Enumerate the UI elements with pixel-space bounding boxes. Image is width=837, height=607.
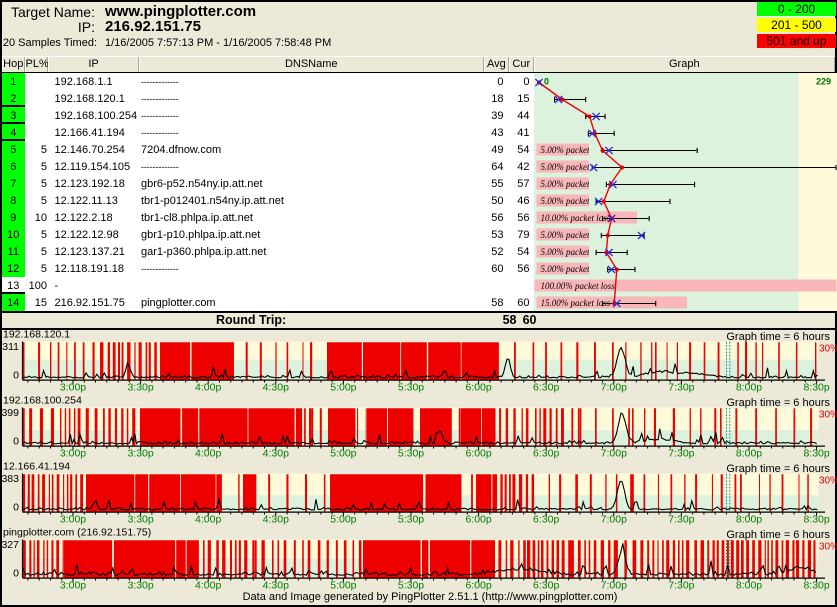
svg-text:Graph time = 6 hours: Graph time = 6 hours	[726, 397, 830, 409]
svg-text:0: 0	[13, 370, 19, 382]
svg-text:6:00p: 6:00p	[465, 382, 491, 394]
svg-text:Graph time = 6 hours: Graph time = 6 hours	[726, 463, 830, 475]
svg-text:30%: 30%	[819, 410, 837, 421]
svg-text:8:30p: 8:30p	[803, 579, 829, 591]
svg-text:6:30p: 6:30p	[533, 513, 559, 525]
svg-text:5.00% packet l: 5.00% packet l	[541, 196, 595, 206]
svg-text:100.00% packet loss: 100.00% packet loss	[541, 281, 616, 291]
svg-text:6:30p: 6:30p	[533, 448, 559, 460]
svg-text:4:00p: 4:00p	[195, 382, 221, 394]
svg-text:7:30p: 7:30p	[668, 382, 694, 394]
svg-text:30%: 30%	[819, 541, 837, 552]
svg-text:6:00p: 6:00p	[465, 448, 491, 460]
svg-text:5:30p: 5:30p	[398, 382, 424, 394]
svg-text:3:30p: 3:30p	[127, 579, 153, 591]
svg-text:5.00% packet l: 5.00% packet l	[541, 145, 595, 155]
svg-text:8:00p: 8:00p	[736, 579, 762, 591]
svg-text:8:00p: 8:00p	[736, 382, 762, 394]
svg-text:10.00% packet loss: 10.00% packet loss	[541, 213, 611, 223]
svg-text:8:00p: 8:00p	[736, 448, 762, 460]
svg-text:5:30p: 5:30p	[398, 448, 424, 460]
svg-text:327: 327	[1, 539, 19, 551]
svg-text:5:30p: 5:30p	[398, 579, 424, 591]
svg-text:3:00p: 3:00p	[60, 448, 86, 460]
svg-text:Graph time = 6 hours: Graph time = 6 hours	[726, 529, 830, 541]
svg-text:4:00p: 4:00p	[195, 513, 221, 525]
svg-text:383: 383	[1, 473, 19, 485]
svg-text:0: 0	[544, 77, 549, 87]
svg-text:6:30p: 6:30p	[533, 382, 559, 394]
svg-text:6:30p: 6:30p	[533, 579, 559, 591]
svg-text:311: 311	[2, 341, 19, 353]
svg-text:4:30p: 4:30p	[263, 513, 289, 525]
svg-text:4:30p: 4:30p	[263, 382, 289, 394]
svg-text:0: 0	[13, 567, 19, 579]
svg-text:3:30p: 3:30p	[127, 513, 153, 525]
svg-text:192.168.120.1: 192.168.120.1	[3, 330, 70, 341]
svg-text:8:30p: 8:30p	[803, 382, 829, 394]
svg-text:Graph time = 6 hours: Graph time = 6 hours	[726, 331, 830, 343]
svg-text:3:30p: 3:30p	[127, 448, 153, 460]
svg-text:4:00p: 4:00p	[195, 579, 221, 591]
svg-text:12.166.41.194: 12.166.41.194	[3, 462, 70, 473]
svg-text:5.00% packet l: 5.00% packet l	[541, 162, 595, 172]
svg-text:0: 0	[13, 501, 19, 513]
svg-text:229: 229	[816, 77, 831, 87]
svg-text:6:00p: 6:00p	[465, 579, 491, 591]
svg-text:pingplotter.com (216.92.151.75: pingplotter.com (216.92.151.75)	[3, 528, 151, 539]
svg-text:192.168.100.254: 192.168.100.254	[3, 396, 82, 407]
svg-text:4:30p: 4:30p	[263, 448, 289, 460]
svg-text:6:00p: 6:00p	[465, 513, 491, 525]
svg-text:5:00p: 5:00p	[330, 448, 356, 460]
svg-text:399: 399	[1, 407, 19, 419]
svg-text:3:00p: 3:00p	[60, 382, 86, 394]
svg-text:5:00p: 5:00p	[330, 513, 356, 525]
svg-text:7:00p: 7:00p	[601, 579, 627, 591]
svg-text:4:30p: 4:30p	[263, 579, 289, 591]
svg-text:5:00p: 5:00p	[330, 382, 356, 394]
svg-text:5.00% packet l: 5.00% packet l	[541, 230, 595, 240]
svg-text:3:00p: 3:00p	[60, 513, 86, 525]
svg-text:8:30p: 8:30p	[803, 513, 829, 525]
svg-text:8:30p: 8:30p	[803, 448, 829, 460]
svg-text:7:30p: 7:30p	[668, 513, 694, 525]
svg-text:5.00% packet l: 5.00% packet l	[541, 264, 595, 274]
svg-text:7:00p: 7:00p	[601, 448, 627, 460]
svg-text:30%: 30%	[819, 344, 837, 355]
svg-text:15.00% packet loss: 15.00% packet loss	[541, 298, 611, 308]
svg-text:5:00p: 5:00p	[330, 579, 356, 591]
svg-text:5.00% packet l: 5.00% packet l	[541, 179, 595, 189]
svg-text:5.00% packet l: 5.00% packet l	[541, 247, 595, 257]
svg-text:3:00p: 3:00p	[60, 579, 86, 591]
svg-text:7:30p: 7:30p	[668, 448, 694, 460]
svg-text:0: 0	[13, 436, 19, 448]
svg-text:7:00p: 7:00p	[601, 382, 627, 394]
svg-text:30%: 30%	[819, 475, 837, 486]
svg-text:7:30p: 7:30p	[668, 579, 694, 591]
svg-text:8:00p: 8:00p	[736, 513, 762, 525]
svg-text:3:30p: 3:30p	[127, 382, 153, 394]
svg-text:4:00p: 4:00p	[195, 448, 221, 460]
svg-text:7:00p: 7:00p	[601, 513, 627, 525]
svg-text:5:30p: 5:30p	[398, 513, 424, 525]
